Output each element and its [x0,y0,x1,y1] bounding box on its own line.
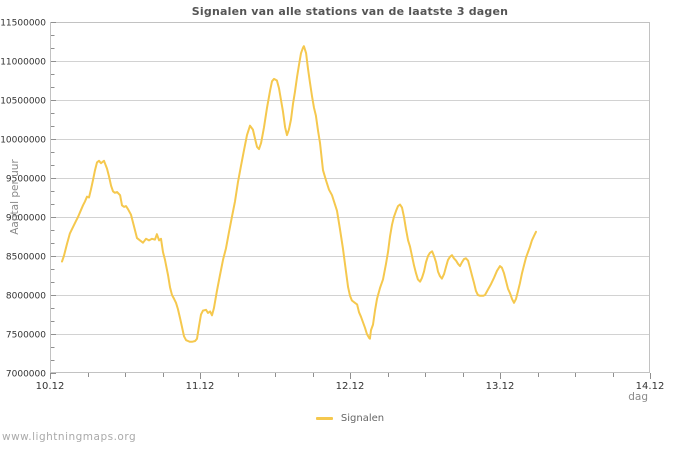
y-tick-label: 11500000 [0,19,46,29]
y-tick-label: 9000000 [6,214,46,224]
y-tick-label: 8000000 [6,292,46,302]
x-tick-label: 11.12 [186,381,215,392]
x-axis-title: dag [628,391,648,403]
legend-swatch-line-icon [315,416,333,420]
legend[interactable]: Signalen [0,410,700,426]
chart-title: Signalen van alle stations van de laatst… [191,5,509,18]
plot-border [50,22,650,373]
y-tick-label: 7500000 [6,331,46,341]
x-tick-label: 13.12 [486,381,515,392]
x-tick-label: 14.12 [636,381,665,392]
y-axis-title: Aantal per uur [9,159,21,235]
y-tick-label: 8500000 [6,253,46,263]
y-tick-label: 11000000 [0,58,46,68]
watermark: www.lightningmaps.org [2,431,137,443]
x-tick-label: 12.12 [336,381,365,392]
y-tick-label: 10000000 [0,136,46,146]
y-tick-label: 9500000 [6,175,46,185]
legend-label: Signalen [340,412,385,424]
signal-line [61,45,537,343]
x-tick-label: 10.12 [36,381,65,392]
y-tick-label: 10500000 [0,97,46,107]
y-tick-label: 7000000 [6,370,46,380]
